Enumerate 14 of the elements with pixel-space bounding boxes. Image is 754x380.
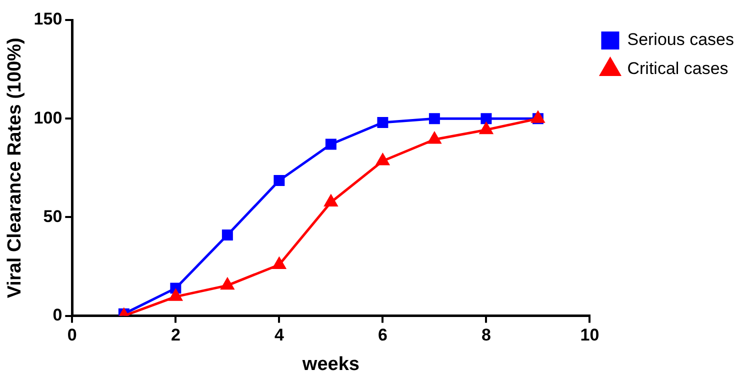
x-tick-label: 8: [481, 326, 491, 345]
legend-label: Critical cases: [627, 59, 728, 78]
y-axis-title: Viral Clearance Rates (100%): [4, 38, 26, 298]
x-tick-label: 0: [67, 326, 77, 345]
x-tick-label: 6: [378, 326, 388, 345]
x-tick-label: 10: [580, 326, 600, 345]
x-tick-label: 4: [274, 326, 284, 345]
x-axis-title: weeks: [301, 354, 360, 375]
y-tick-label: 50: [43, 206, 62, 226]
y-tick-label: 100: [34, 108, 62, 128]
y-tick-label: 0: [52, 305, 62, 324]
legend-label: Serious cases: [627, 30, 734, 50]
x-tick-label: 2: [170, 326, 180, 345]
y-tick-label: 150: [34, 10, 62, 29]
